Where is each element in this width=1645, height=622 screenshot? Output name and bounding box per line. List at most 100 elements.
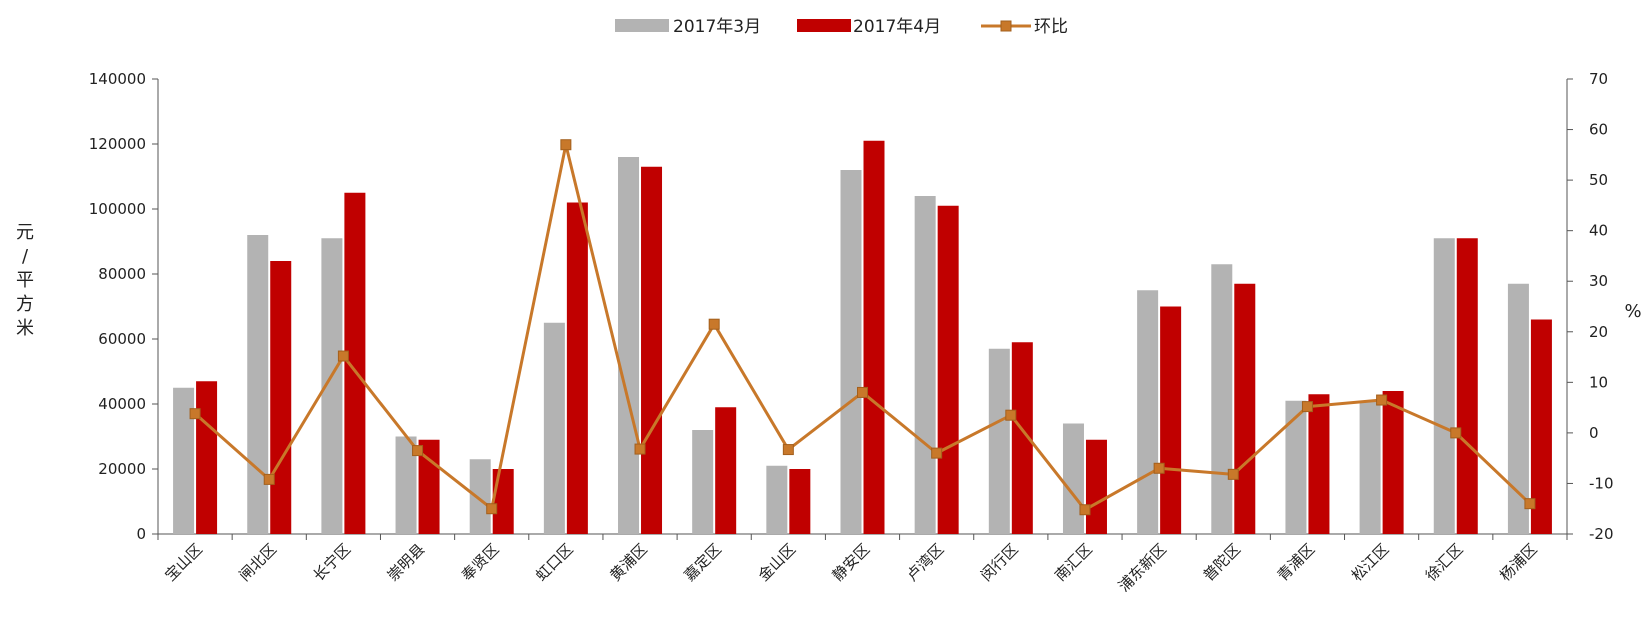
y-axis-title-char: / bbox=[22, 246, 29, 267]
bar bbox=[863, 140, 885, 534]
bar bbox=[1382, 391, 1404, 534]
bar bbox=[1234, 283, 1256, 534]
x-tick-label: 静安区 bbox=[829, 540, 874, 585]
bar bbox=[543, 322, 565, 534]
left-tick-label: 40000 bbox=[98, 395, 146, 413]
bar bbox=[840, 170, 862, 534]
left-tick-label: 120000 bbox=[89, 135, 146, 153]
legend-label-march: 2017年3月 bbox=[673, 17, 761, 37]
bars bbox=[173, 140, 1552, 534]
bar bbox=[789, 469, 811, 534]
ratio-line bbox=[189, 139, 1536, 516]
right-tick-label: 0 bbox=[1589, 424, 1599, 442]
right-tick-label: -10 bbox=[1589, 474, 1614, 492]
bar bbox=[618, 157, 640, 534]
bar bbox=[344, 192, 366, 534]
x-tick-label: 杨浦区 bbox=[1496, 540, 1541, 585]
legend-label-april: 2017年4月 bbox=[853, 17, 941, 37]
x-tick-label: 青浦区 bbox=[1274, 540, 1319, 585]
right-tick-label: 70 bbox=[1589, 70, 1608, 88]
bar bbox=[937, 205, 959, 534]
right-tick-label: 40 bbox=[1589, 222, 1608, 240]
x-tick-label: 虹口区 bbox=[532, 540, 577, 585]
bar bbox=[1211, 264, 1233, 534]
left-tick-label: 60000 bbox=[98, 330, 146, 348]
bar bbox=[1507, 283, 1529, 534]
left-tick-label: 20000 bbox=[98, 460, 146, 478]
bar bbox=[692, 430, 714, 534]
x-tick-label: 金山区 bbox=[755, 540, 800, 585]
bar bbox=[321, 238, 343, 534]
bar bbox=[1530, 319, 1552, 534]
legend-swatch-march bbox=[615, 19, 669, 32]
ratio-point bbox=[1153, 462, 1165, 474]
bar bbox=[566, 202, 588, 534]
bar bbox=[469, 459, 491, 534]
bar bbox=[196, 381, 218, 534]
ratio-point bbox=[1376, 394, 1388, 406]
x-tick-label: 嘉定区 bbox=[680, 540, 725, 585]
bar bbox=[1011, 342, 1033, 534]
y-axis-title-char: 米 bbox=[16, 318, 34, 339]
bar bbox=[1085, 439, 1107, 534]
ratio-line-path bbox=[194, 143, 1531, 512]
bar bbox=[988, 348, 1010, 534]
x-tick-label: 宝山区 bbox=[161, 540, 206, 585]
bar bbox=[641, 166, 663, 534]
bar bbox=[1433, 238, 1455, 534]
ratio-point bbox=[782, 444, 794, 456]
ratio-point bbox=[1005, 409, 1017, 421]
axis-titles: 元 / 平方米% bbox=[16, 222, 1642, 339]
right-tick-label: 20 bbox=[1589, 323, 1608, 341]
legend-swatch-april bbox=[797, 19, 851, 32]
left-tick-label: 140000 bbox=[89, 70, 146, 88]
left-tick-label: 0 bbox=[136, 525, 146, 543]
x-tick-label: 普陀区 bbox=[1200, 540, 1245, 585]
bar bbox=[1137, 290, 1159, 534]
left-tick-label: 80000 bbox=[98, 265, 146, 283]
ratio-point bbox=[412, 445, 424, 457]
right-tick-label: -20 bbox=[1589, 525, 1614, 543]
ratio-point bbox=[634, 443, 646, 455]
ratio-point bbox=[560, 139, 572, 151]
bar bbox=[270, 261, 292, 534]
ratio-point bbox=[1524, 498, 1536, 510]
y-axis-title-char: 平 bbox=[16, 270, 34, 291]
y-axis-right-title: % bbox=[1624, 301, 1641, 322]
x-tick-label: 闵行区 bbox=[977, 540, 1022, 585]
ratio-point bbox=[337, 350, 349, 362]
bar bbox=[173, 387, 195, 534]
ratio-point bbox=[1450, 427, 1462, 439]
bar bbox=[1160, 306, 1182, 534]
ratio-point bbox=[708, 318, 720, 330]
right-tick-label: 30 bbox=[1589, 272, 1608, 290]
right-tick-label: 60 bbox=[1589, 121, 1608, 139]
left-tick-label: 100000 bbox=[89, 200, 146, 218]
x-tick-label: 奉贤区 bbox=[458, 540, 503, 585]
ratio-point bbox=[857, 386, 868, 398]
ratio-point bbox=[931, 447, 943, 459]
ratio-point bbox=[1227, 468, 1239, 480]
ratio-point bbox=[1079, 504, 1091, 516]
ratio-point bbox=[1301, 401, 1313, 413]
bar bbox=[766, 465, 788, 534]
bar bbox=[1285, 400, 1307, 534]
x-tick-label: 徐汇区 bbox=[1422, 540, 1467, 585]
x-tick-label: 南汇区 bbox=[1051, 540, 1096, 585]
bar bbox=[1062, 423, 1084, 534]
x-tick-label: 黄浦区 bbox=[606, 540, 651, 585]
ratio-point bbox=[263, 473, 275, 485]
bar bbox=[1308, 394, 1330, 534]
x-tick-label: 松江区 bbox=[1348, 540, 1393, 585]
x-tick-label: 浦东新区 bbox=[1115, 540, 1170, 595]
bar bbox=[1359, 400, 1381, 534]
legend-marker-ratio bbox=[1000, 20, 1012, 32]
bar bbox=[395, 436, 417, 534]
ratio-point bbox=[486, 503, 498, 515]
right-tick-label: 10 bbox=[1589, 373, 1608, 391]
legend: 2017年3月 2017年4月 环比 bbox=[615, 17, 1068, 37]
legend-label-ratio: 环比 bbox=[1034, 17, 1068, 37]
x-tick-label: 长宁区 bbox=[310, 540, 355, 585]
bar bbox=[492, 469, 514, 534]
